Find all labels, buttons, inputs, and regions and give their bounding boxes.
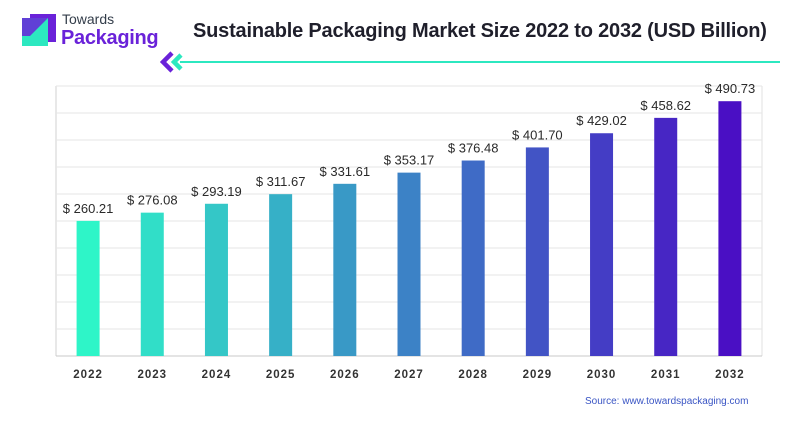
data-label-2025: $ 311.67 bbox=[256, 174, 306, 189]
x-tick-label-2031: 2031 bbox=[651, 369, 681, 381]
bars bbox=[76, 101, 742, 357]
data-labels: $ 260.21 $ 276.08 $ 293.19 $ 311.67 $ 331.61… bbox=[63, 81, 755, 216]
bar-2031 bbox=[654, 117, 678, 356]
header-divider bbox=[160, 51, 780, 73]
bar-2025 bbox=[269, 194, 293, 356]
source-credit: Source: www.towardspackaging.com bbox=[585, 396, 749, 407]
bar-2027 bbox=[397, 172, 421, 356]
x-tick-label-2030: 2030 bbox=[587, 369, 617, 381]
x-tick-label-2023: 2023 bbox=[137, 369, 167, 381]
bar-2024 bbox=[204, 203, 228, 356]
x-tick-label-2027: 2027 bbox=[394, 369, 424, 381]
page-title: Sustainable Packaging Market Size 2022 t… bbox=[193, 20, 767, 42]
bar-2028 bbox=[461, 160, 485, 356]
bar-2029 bbox=[525, 147, 549, 356]
x-tick-label-2029: 2029 bbox=[523, 369, 553, 381]
logo-text-packaging: Packaging bbox=[61, 27, 159, 49]
data-label-2031: $ 458.62 bbox=[640, 98, 691, 113]
bar-2030 bbox=[590, 133, 614, 356]
data-label-2029: $ 401.70 bbox=[512, 127, 563, 142]
bar-2023 bbox=[140, 212, 164, 356]
x-tick-label-2025: 2025 bbox=[266, 369, 296, 381]
data-label-2026: $ 331.61 bbox=[320, 164, 371, 179]
data-label-2028: $ 376.48 bbox=[448, 141, 499, 156]
x-tick-label-2022: 2022 bbox=[73, 369, 103, 381]
logo-icon bbox=[22, 14, 56, 46]
x-tick-label-2026: 2026 bbox=[330, 369, 360, 381]
chevron-left-icon bbox=[160, 51, 174, 73]
x-tick-label-2032: 2032 bbox=[715, 369, 745, 381]
logo-text-towards: Towards bbox=[62, 11, 115, 27]
bar-2022 bbox=[76, 220, 100, 356]
logo: Towards Packaging bbox=[18, 10, 168, 56]
bar-2026 bbox=[333, 183, 357, 356]
data-label-2027: $ 353.17 bbox=[384, 153, 435, 168]
data-label-2023: $ 276.08 bbox=[127, 193, 178, 208]
x-tick-label-2024: 2024 bbox=[202, 369, 232, 381]
data-label-2030: $ 429.02 bbox=[576, 113, 627, 128]
data-label-2024: $ 293.19 bbox=[191, 184, 242, 199]
x-tick-label-2028: 2028 bbox=[458, 369, 488, 381]
chevron-left-accent-icon bbox=[170, 53, 183, 71]
bar-2032 bbox=[718, 101, 742, 357]
x-axis: 2022 2023 2024 2025 2026 2027 2028 2029 2030 2031… bbox=[73, 369, 745, 381]
data-label-2032: $ 490.73 bbox=[705, 81, 756, 96]
data-label-2022: $ 260.21 bbox=[63, 201, 114, 216]
